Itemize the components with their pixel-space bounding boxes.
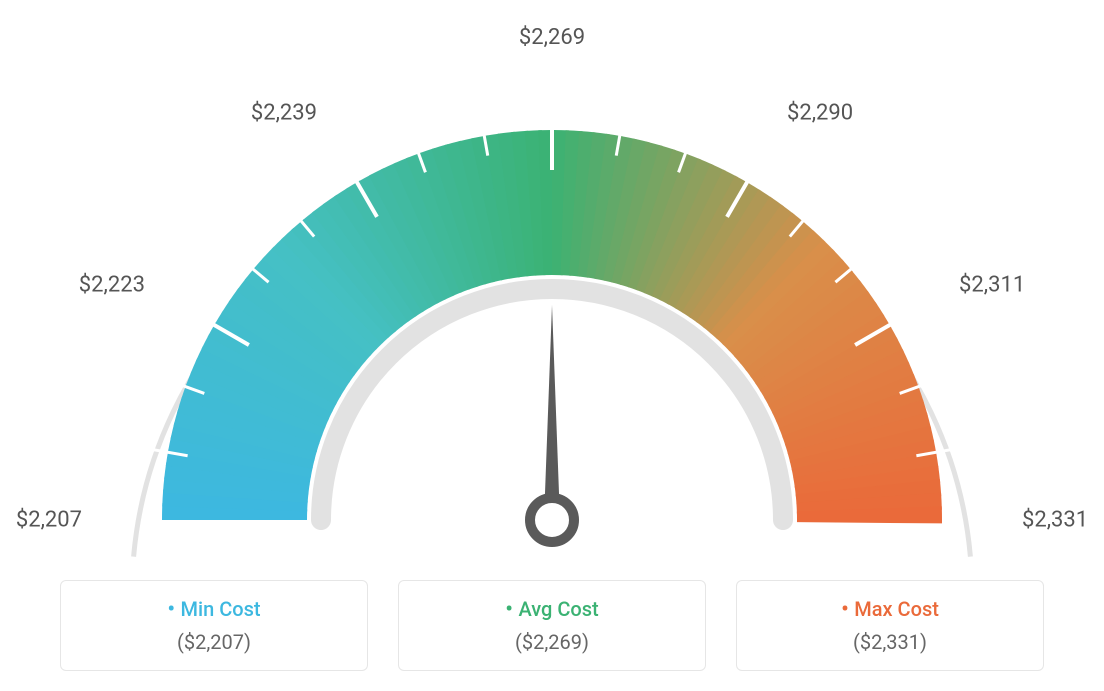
gauge-tick-label: $2,269 — [519, 25, 585, 50]
gauge-tick-label: $2,311 — [959, 273, 1025, 298]
gauge-tick-label: $2,239 — [251, 100, 317, 125]
legend-value-min: ($2,207) — [81, 630, 347, 654]
legend-title-avg: Avg Cost — [419, 597, 685, 622]
legend-value-avg: ($2,269) — [419, 630, 685, 654]
legend-row: Min Cost ($2,207) Avg Cost ($2,269) Max … — [20, 580, 1084, 671]
legend-card-avg: Avg Cost ($2,269) — [398, 580, 706, 671]
legend-title-max: Max Cost — [757, 597, 1023, 622]
gauge-container: $2,207$2,223$2,239$2,269$2,290$2,311$2,3… — [22, 20, 1082, 560]
gauge-tick-label: $2,223 — [79, 273, 145, 298]
legend-title-min: Min Cost — [81, 597, 347, 622]
gauge-tick-label: $2,290 — [787, 100, 853, 125]
gauge-chart — [22, 20, 1082, 560]
gauge-tick-label: $2,207 — [16, 508, 82, 533]
legend-card-max: Max Cost ($2,331) — [736, 580, 1044, 671]
legend-card-min: Min Cost ($2,207) — [60, 580, 368, 671]
gauge-tick-label: $2,331 — [1022, 508, 1088, 533]
legend-value-max: ($2,331) — [757, 630, 1023, 654]
